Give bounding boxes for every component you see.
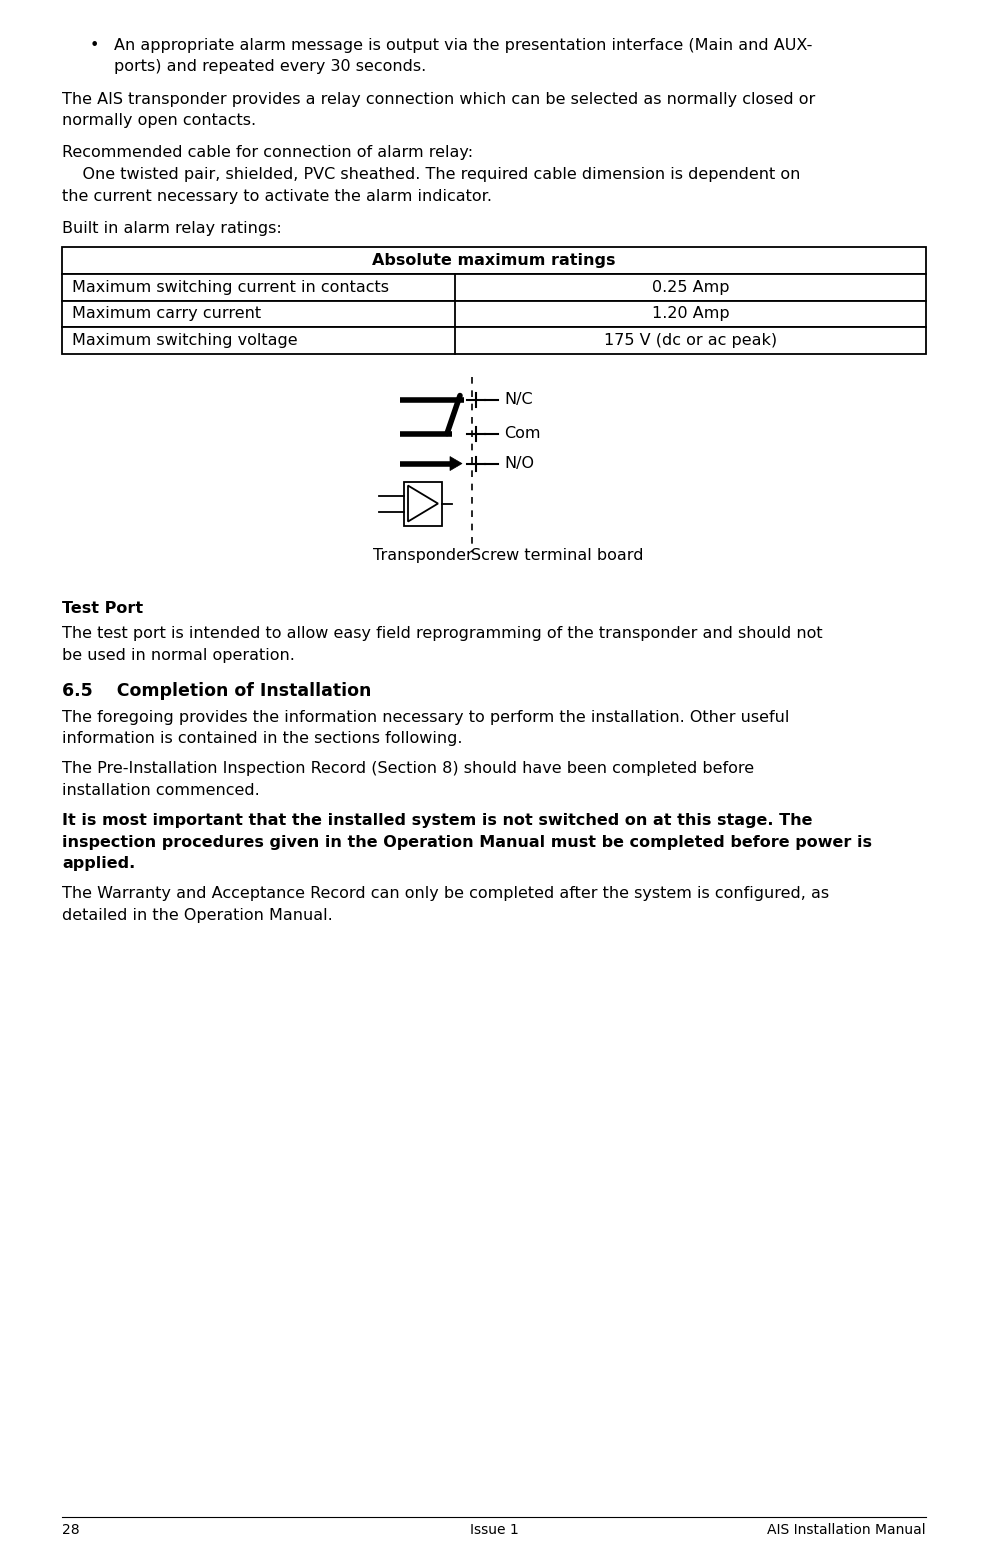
Text: The Warranty and Acceptance Record can only be completed after the system is con: The Warranty and Acceptance Record can o… xyxy=(62,886,829,902)
Text: •: • xyxy=(90,39,100,53)
Text: Transponder: Transponder xyxy=(373,547,473,562)
Text: Com: Com xyxy=(504,426,540,441)
Text: normally open contacts.: normally open contacts. xyxy=(62,113,256,129)
Text: N/C: N/C xyxy=(504,392,533,407)
Text: detailed in the Operation Manual.: detailed in the Operation Manual. xyxy=(62,908,333,923)
Text: the current necessary to activate the alarm indicator.: the current necessary to activate the al… xyxy=(62,189,492,203)
Bar xyxy=(62,246,926,274)
Text: 6.5    Completion of Installation: 6.5 Completion of Installation xyxy=(62,682,371,700)
Text: 28: 28 xyxy=(62,1523,80,1537)
Text: Screw terminal board: Screw terminal board xyxy=(470,547,643,562)
Bar xyxy=(62,327,926,353)
Text: installation commenced.: installation commenced. xyxy=(62,782,260,798)
Text: It is most important that the installed system is not switched on at this stage.: It is most important that the installed … xyxy=(62,813,812,829)
Text: 1.20 Amp: 1.20 Amp xyxy=(652,307,729,321)
Text: inspection procedures given in the Operation Manual must be completed before pow: inspection procedures given in the Opera… xyxy=(62,835,872,849)
Text: Test Port: Test Port xyxy=(62,601,143,617)
Text: applied.: applied. xyxy=(62,857,135,871)
Text: Absolute maximum ratings: Absolute maximum ratings xyxy=(372,252,616,268)
Text: ports) and repeated every 30 seconds.: ports) and repeated every 30 seconds. xyxy=(114,59,426,74)
Bar xyxy=(404,482,442,525)
Text: Maximum carry current: Maximum carry current xyxy=(72,307,261,321)
Text: Recommended cable for connection of alarm relay:: Recommended cable for connection of alar… xyxy=(62,146,473,161)
Polygon shape xyxy=(450,457,462,471)
Text: The foregoing provides the information necessary to perform the installation. Ot: The foregoing provides the information n… xyxy=(62,709,789,725)
Text: Maximum switching voltage: Maximum switching voltage xyxy=(72,333,297,349)
Text: The Pre-Installation Inspection Record (Section 8) should have been completed be: The Pre-Installation Inspection Record (… xyxy=(62,762,754,776)
Text: The test port is intended to allow easy field reprogramming of the transponder a: The test port is intended to allow easy … xyxy=(62,626,823,641)
Text: Maximum switching current in contacts: Maximum switching current in contacts xyxy=(72,280,389,294)
Text: information is contained in the sections following.: information is contained in the sections… xyxy=(62,731,462,747)
Polygon shape xyxy=(408,485,438,522)
Text: be used in normal operation.: be used in normal operation. xyxy=(62,647,294,663)
Text: An appropriate alarm message is output via the presentation interface (Main and : An appropriate alarm message is output v… xyxy=(114,39,812,53)
Text: Issue 1: Issue 1 xyxy=(469,1523,519,1537)
Text: AIS Installation Manual: AIS Installation Manual xyxy=(768,1523,926,1537)
Text: 175 V (dc or ac peak): 175 V (dc or ac peak) xyxy=(604,333,778,349)
Text: The AIS transponder provides a relay connection which can be selected as normall: The AIS transponder provides a relay con… xyxy=(62,91,815,107)
Text: N/O: N/O xyxy=(504,455,534,471)
Text: Built in alarm relay ratings:: Built in alarm relay ratings: xyxy=(62,222,282,235)
Bar xyxy=(62,301,926,327)
Text: One twisted pair, shielded, PVC sheathed. The required cable dimension is depend: One twisted pair, shielded, PVC sheathed… xyxy=(62,167,800,181)
Text: 0.25 Amp: 0.25 Amp xyxy=(652,280,729,294)
Bar xyxy=(62,274,926,301)
